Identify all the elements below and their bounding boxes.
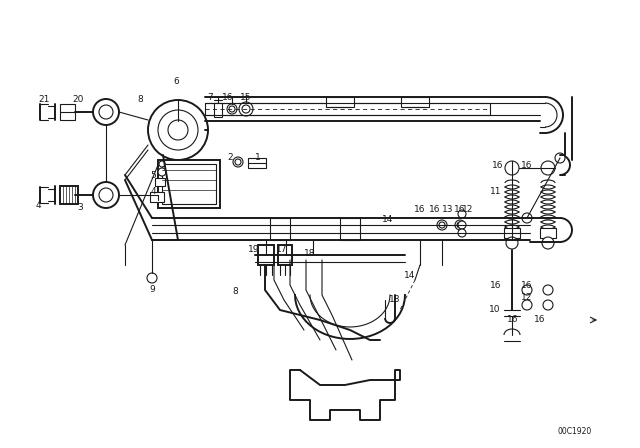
Bar — [158, 160, 220, 208]
Text: 00C1920: 00C1920 — [558, 427, 592, 436]
Text: 16: 16 — [521, 280, 532, 289]
Text: 16: 16 — [222, 92, 234, 102]
Circle shape — [455, 220, 465, 230]
Bar — [60, 186, 78, 204]
Circle shape — [233, 157, 243, 167]
Circle shape — [506, 237, 518, 249]
Text: 16: 16 — [490, 280, 502, 289]
Text: 21: 21 — [38, 95, 50, 104]
Bar — [340, 218, 360, 240]
Bar — [504, 228, 520, 238]
Circle shape — [522, 300, 532, 310]
Bar — [214, 103, 222, 117]
Text: 20: 20 — [72, 95, 84, 104]
Text: 16: 16 — [508, 315, 519, 324]
Circle shape — [555, 153, 565, 163]
Text: 6: 6 — [173, 78, 179, 86]
Text: 13: 13 — [442, 206, 454, 215]
Circle shape — [458, 221, 466, 229]
Bar — [205, 103, 490, 115]
Circle shape — [522, 285, 532, 295]
Circle shape — [522, 213, 532, 223]
Bar — [401, 97, 429, 107]
Circle shape — [148, 100, 208, 160]
Text: 1: 1 — [255, 154, 261, 163]
Text: 17: 17 — [276, 246, 288, 254]
Bar — [248, 158, 266, 168]
Circle shape — [541, 161, 555, 175]
Circle shape — [158, 168, 166, 176]
Circle shape — [458, 229, 466, 237]
Circle shape — [227, 104, 237, 114]
Circle shape — [543, 300, 553, 310]
Bar — [150, 192, 164, 202]
Circle shape — [437, 220, 447, 230]
Text: 3: 3 — [77, 203, 83, 212]
Text: 12: 12 — [522, 293, 532, 302]
Bar — [326, 97, 354, 107]
Text: 14: 14 — [404, 271, 416, 280]
Bar — [258, 245, 274, 265]
Circle shape — [543, 285, 553, 295]
Circle shape — [93, 182, 119, 208]
Text: 8: 8 — [137, 95, 143, 104]
Bar — [540, 228, 556, 238]
Text: 2: 2 — [227, 154, 233, 163]
Circle shape — [147, 273, 157, 283]
Text: 16: 16 — [429, 206, 441, 215]
Text: 16: 16 — [521, 160, 532, 169]
Text: 10: 10 — [489, 306, 500, 314]
Circle shape — [239, 102, 253, 116]
Circle shape — [505, 161, 519, 175]
Text: 9: 9 — [149, 285, 155, 294]
Text: 16: 16 — [414, 206, 426, 215]
Text: 11: 11 — [490, 188, 502, 197]
Circle shape — [159, 161, 165, 167]
Text: 8: 8 — [232, 288, 238, 297]
Text: 19: 19 — [248, 246, 260, 254]
Text: 15: 15 — [240, 92, 252, 102]
Bar — [162, 164, 216, 204]
Bar — [155, 178, 165, 186]
Text: 18: 18 — [389, 296, 401, 305]
Bar — [278, 245, 292, 265]
Circle shape — [229, 106, 235, 112]
Text: 16: 16 — [534, 315, 546, 324]
Circle shape — [458, 210, 466, 218]
Text: 7: 7 — [207, 92, 213, 102]
Text: 4: 4 — [35, 201, 41, 210]
Circle shape — [542, 237, 554, 249]
Circle shape — [93, 99, 119, 125]
Text: 5: 5 — [150, 171, 156, 180]
Text: 16: 16 — [454, 206, 466, 215]
Text: 18: 18 — [304, 249, 316, 258]
Text: 14: 14 — [382, 215, 394, 224]
Text: 16: 16 — [492, 160, 504, 169]
Text: 12: 12 — [462, 206, 474, 215]
Text: 4: 4 — [150, 188, 156, 197]
Bar — [270, 218, 290, 240]
Bar — [60, 104, 75, 120]
